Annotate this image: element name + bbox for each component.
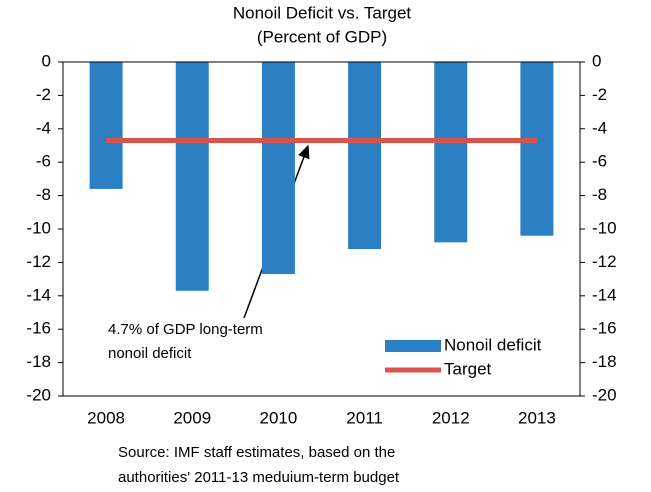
y2-tick-label: 0	[592, 51, 601, 70]
legend-label: Nonoil deficit	[444, 335, 542, 354]
bar	[520, 62, 554, 236]
y-tick-label: -16	[26, 319, 51, 338]
y-tick-label: -10	[26, 218, 51, 237]
x-tick-label: 2011	[346, 408, 383, 427]
x-tick-label: 2010	[260, 408, 298, 427]
annotation: nonoil deficit	[108, 345, 192, 362]
y2-tick-label: -16	[592, 319, 617, 338]
annotation: 4.7% of GDP long-term	[108, 321, 263, 338]
source-note: authorities' 2011-13 meduium-term budget	[118, 469, 400, 486]
y-tick-label: 0	[42, 51, 51, 70]
y2-tick-label: -18	[592, 352, 617, 371]
y2-tick-label: -10	[592, 218, 617, 237]
y-tick-label: -4	[36, 118, 51, 137]
y-tick-label: -18	[26, 352, 51, 371]
y-tick-label: -2	[36, 85, 51, 104]
chart-subtitle: (Percent of GDP)	[257, 27, 387, 46]
y2-tick-label: -12	[592, 252, 617, 271]
bar	[348, 62, 382, 250]
x-tick-label: 2009	[173, 408, 211, 427]
bar	[434, 62, 468, 243]
y2-tick-label: -2	[592, 85, 607, 104]
source-note: Source: IMF staff estimates, based on th…	[118, 444, 395, 461]
y2-tick-label: -4	[592, 118, 607, 137]
x-tick-label: 2008	[87, 408, 125, 427]
plot-frame	[62, 61, 581, 397]
legend-swatch	[385, 340, 441, 352]
legend-label: Target	[444, 359, 492, 378]
y2-tick-label: -14	[592, 285, 617, 304]
x-tick-label: 2012	[432, 408, 470, 427]
y-tick-label: -12	[26, 252, 51, 271]
bar	[89, 62, 123, 189]
y2-tick-label: -20	[592, 385, 617, 404]
y-tick-label: -8	[36, 185, 51, 204]
y-tick-label: -20	[26, 385, 51, 404]
bar	[261, 62, 295, 275]
y2-tick-label: -6	[592, 152, 607, 171]
y-tick-label: -6	[36, 152, 51, 171]
x-tick-label: 2013	[518, 408, 556, 427]
chart-title: Nonoil Deficit vs. Target	[233, 3, 412, 22]
y2-tick-label: -8	[592, 185, 607, 204]
bar	[175, 62, 209, 291]
y-tick-label: -14	[26, 285, 51, 304]
